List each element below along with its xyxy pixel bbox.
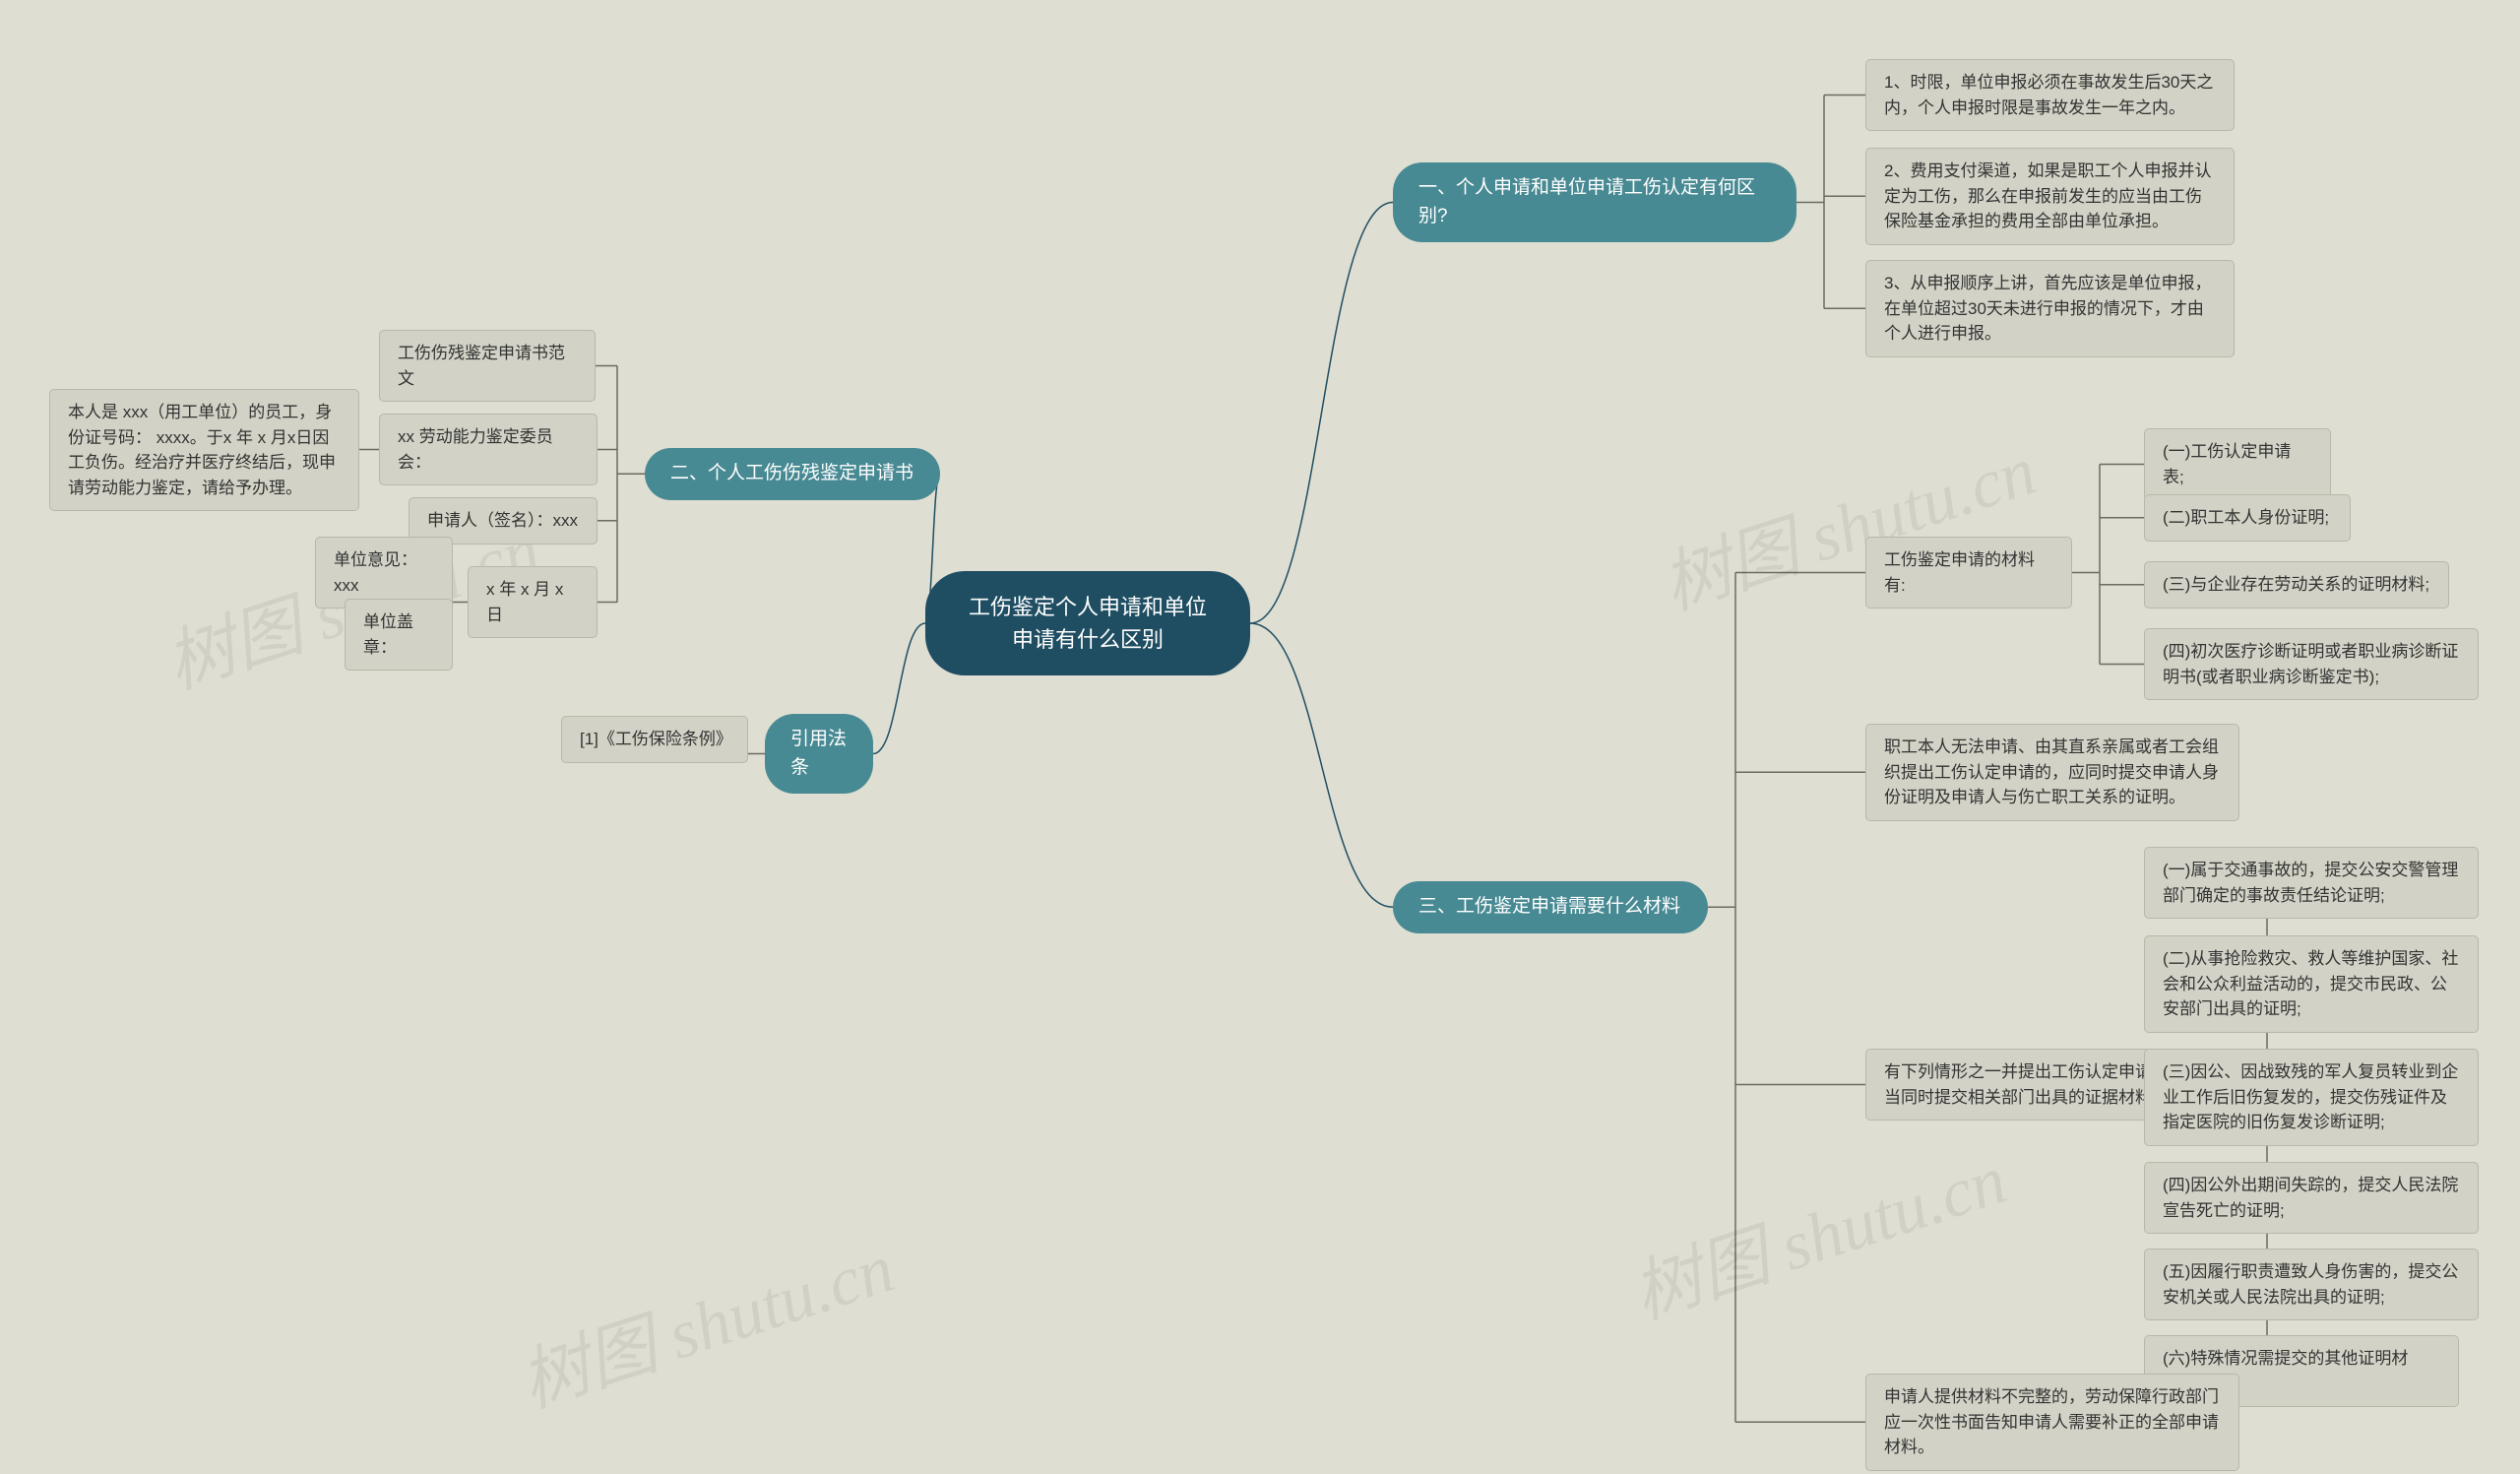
leaf-node[interactable]: 2、费用支付渠道，如果是职工个人申报并认定为工伤，那么在申报前发生的应当由工伤保… bbox=[1865, 148, 2235, 245]
leaf-node[interactable]: (二)职工本人身份证明; bbox=[2144, 494, 2351, 542]
leaf-node[interactable]: (一)工伤认定申请表; bbox=[2144, 428, 2331, 500]
leaf-node[interactable]: (四)初次医疗诊断证明或者职业病诊断证明书(或者职业病诊断鉴定书); bbox=[2144, 628, 2479, 700]
leaf-node[interactable]: 3、从申报顺序上讲，首先应该是单位申报，在单位超过30天未进行申报的情况下，才由… bbox=[1865, 260, 2235, 357]
branch-node[interactable]: 引用法条 bbox=[765, 714, 873, 794]
watermark: 树图 shutu.cn bbox=[1618, 1124, 2017, 1338]
leaf-node[interactable]: (四)因公外出期间失踪的，提交人民法院宣告死亡的证明; bbox=[2144, 1162, 2479, 1234]
mindmap-root[interactable]: 工伤鉴定个人申请和单位申请有什么区别 bbox=[925, 571, 1250, 675]
branch-node[interactable]: 三、工伤鉴定申请需要什么材料 bbox=[1393, 881, 1708, 933]
branch-node[interactable]: 二、个人工伤伤残鉴定申请书 bbox=[645, 448, 940, 500]
leaf-node[interactable]: 工伤伤残鉴定申请书范文 bbox=[379, 330, 596, 402]
leaf-node[interactable]: (二)从事抢险救灾、救人等维护国家、社会和公众利益活动的，提交市民政、公安部门出… bbox=[2144, 935, 2479, 1033]
leaf-node[interactable]: [1]《工伤保险条例》 bbox=[561, 716, 748, 763]
watermark: 树图 shutu.cn bbox=[506, 1213, 905, 1427]
leaf-node[interactable]: (五)因履行职责遭致人身伤害的，提交公安机关或人民法院出具的证明; bbox=[2144, 1249, 2479, 1320]
leaf-node[interactable]: (三)因公、因战致残的军人复员转业到企业工作后旧伤复发的，提交伤残证件及指定医院… bbox=[2144, 1049, 2479, 1146]
leaf-node[interactable]: x 年 x 月 x 日 bbox=[468, 566, 598, 638]
leaf-node[interactable]: 1、时限，单位申报必须在事故发生后30天之内，个人申报时限是事故发生一年之内。 bbox=[1865, 59, 2235, 131]
leaf-node[interactable]: (一)属于交通事故的，提交公安交警管理部门确定的事故责任结论证明; bbox=[2144, 847, 2479, 919]
leaf-node[interactable]: (三)与企业存在劳动关系的证明材料; bbox=[2144, 561, 2449, 609]
branch-node[interactable]: 一、个人申请和单位申请工伤认定有何区别? bbox=[1393, 162, 1796, 242]
leaf-node[interactable]: 工伤鉴定申请的材料有: bbox=[1865, 537, 2072, 609]
leaf-node[interactable]: 申请人提供材料不完整的，劳动保障行政部门应一次性书面告知申请人需要补正的全部申请… bbox=[1865, 1374, 2239, 1471]
leaf-node[interactable]: 职工本人无法申请、由其直系亲属或者工会组织提出工伤认定申请的，应同时提交申请人身… bbox=[1865, 724, 2239, 821]
leaf-node[interactable]: 本人是 xxx（用工单位）的员工，身份证号码： xxxx。于x 年 x 月x日因… bbox=[49, 389, 359, 511]
leaf-node[interactable]: xx 劳动能力鉴定委员会： bbox=[379, 414, 598, 485]
leaf-node[interactable]: 单位盖章： bbox=[345, 599, 453, 671]
